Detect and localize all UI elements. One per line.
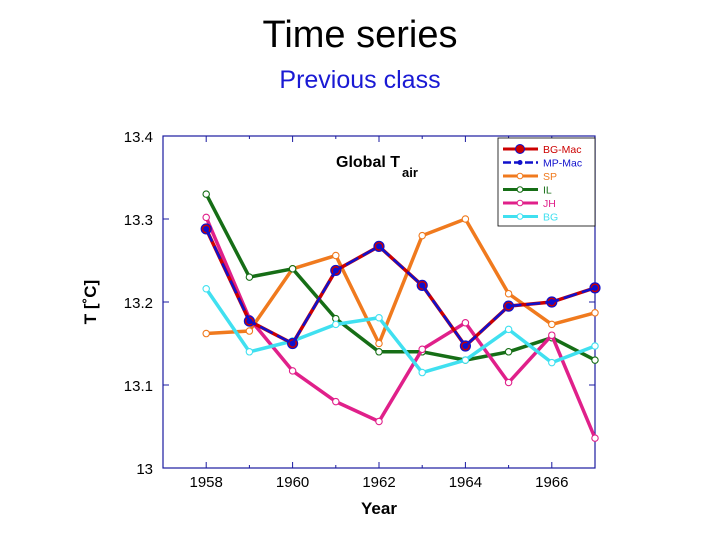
- series-sp: [202, 215, 599, 348]
- data-point: [418, 345, 426, 354]
- data-point: [461, 215, 470, 223]
- x-tick-label: 1958: [190, 474, 223, 491]
- series-line: [204, 287, 596, 375]
- data-point: [548, 358, 556, 367]
- legend-label: MP-Mac: [543, 158, 582, 170]
- data-point: [591, 342, 599, 350]
- legend-box: [497, 137, 596, 227]
- data-point: [376, 243, 382, 250]
- data-point: [288, 265, 297, 273]
- legend-item-mp-mac: MP-Mac: [503, 158, 582, 170]
- data-point: [246, 318, 253, 325]
- legend-item-il: IL: [503, 185, 552, 197]
- data-point: [419, 282, 426, 289]
- data-point: [375, 348, 383, 356]
- chart-annotation-main: Global T: [336, 154, 400, 171]
- y-tick-label: 13.3: [124, 212, 153, 229]
- series-layer: [200, 190, 601, 442]
- data-point: [591, 434, 599, 442]
- y-tick-label: 13.4: [124, 129, 153, 146]
- legend-marker: [516, 199, 524, 207]
- x-tick-label: 1964: [449, 474, 482, 491]
- data-point: [288, 367, 297, 375]
- legend-label: IL: [543, 185, 552, 197]
- legend-marker: [515, 144, 525, 154]
- data-point: [289, 340, 296, 347]
- y-tick-label: 13.1: [124, 378, 153, 395]
- data-point: [504, 325, 513, 334]
- data-point: [592, 284, 598, 291]
- y-axis: 13 13.1 13.2 13.3 13.4: [124, 129, 595, 478]
- series-bg: [202, 284, 599, 377]
- data-point: [332, 397, 340, 406]
- data-point: [375, 417, 383, 426]
- data-point: [461, 318, 470, 327]
- data-point: [202, 329, 210, 338]
- series-mp-mac: [203, 225, 598, 349]
- data-point: [548, 320, 556, 329]
- data-point: [504, 348, 513, 356]
- legend-marker: [516, 186, 524, 193]
- y-axis-label: T [˚C]: [81, 280, 100, 324]
- x-tick-label: 1966: [535, 474, 568, 491]
- data-point: [202, 284, 210, 293]
- data-point: [418, 231, 426, 240]
- y-tick-label: 13.2: [124, 295, 153, 312]
- data-point: [332, 320, 340, 329]
- series-line: [206, 217, 596, 346]
- data-point: [332, 267, 339, 274]
- legend-marker: [516, 172, 524, 180]
- legend-marker: [516, 213, 524, 220]
- data-point: [245, 273, 254, 281]
- legend-marker: [517, 160, 523, 165]
- data-point: [591, 309, 599, 317]
- data-point: [375, 314, 383, 322]
- data-point: [245, 348, 254, 356]
- legend-label: JH: [543, 198, 556, 210]
- chart-annotation: Global Tair: [336, 154, 418, 180]
- data-point: [203, 225, 210, 232]
- data-point: [504, 378, 513, 387]
- data-point: [332, 251, 340, 260]
- x-tick-label: 1960: [276, 474, 309, 491]
- legend-item-bg: BG: [503, 212, 558, 224]
- data-point: [504, 289, 513, 298]
- data-point: [548, 331, 556, 339]
- legend-item-bg-mac: BG-Mac: [503, 144, 582, 156]
- data-point: [462, 342, 469, 349]
- series-line: [205, 228, 596, 348]
- x-axis-label: Year: [361, 499, 397, 518]
- legend-label: BG: [543, 212, 558, 224]
- data-point: [245, 327, 254, 335]
- data-point: [202, 213, 210, 222]
- data-point: [375, 339, 383, 348]
- slide-subtitle: Previous class: [279, 66, 441, 94]
- data-point: [548, 299, 555, 305]
- legend-label: BG-Mac: [543, 144, 582, 156]
- data-point: [505, 303, 512, 310]
- data-point: [202, 190, 210, 198]
- data-point: [418, 368, 426, 377]
- data-point: [461, 356, 470, 364]
- y-tick-label: 13: [136, 461, 153, 478]
- data-point: [591, 356, 599, 364]
- legend-label: SP: [543, 171, 557, 183]
- x-axis: 1958 1960 1962 1964 1966: [162, 136, 596, 491]
- legend-item-jh: JH: [503, 198, 556, 210]
- chart-annotation-sub: air: [402, 165, 418, 180]
- legend-item-sp: SP: [503, 171, 557, 183]
- slide-title: Time series: [262, 14, 458, 56]
- x-tick-label: 1962: [362, 474, 395, 491]
